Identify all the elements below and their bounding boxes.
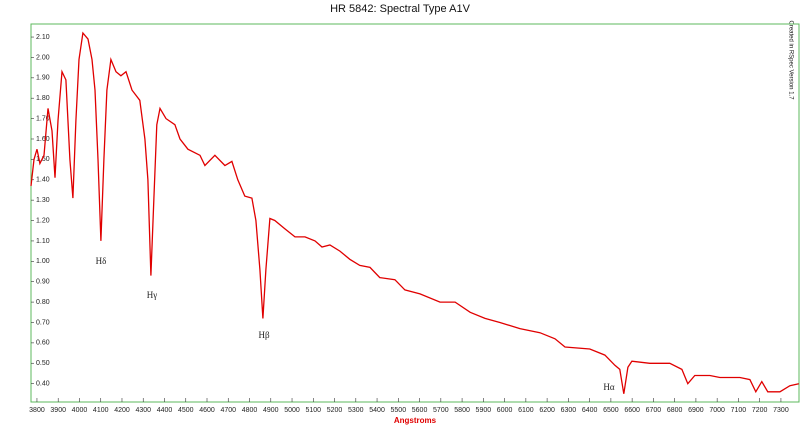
y-tick-label: 1.20 [36,217,50,224]
x-tick-label: 5400 [369,407,385,414]
x-tick-label: 4500 [178,407,194,414]
x-tick-label: 7100 [731,407,747,414]
x-tick-label: 7200 [752,407,768,414]
x-tick-label: 5000 [284,407,300,414]
y-tick-label: 0.60 [36,340,50,347]
line-annotation: Hα [603,382,614,392]
x-tick-label: 5700 [433,407,449,414]
y-tick-label: 1.00 [36,258,50,265]
x-tick-label: 4700 [220,407,236,414]
x-tick-label: 6700 [646,407,662,414]
y-tick-label: 1.60 [36,136,50,143]
x-tick-label: 6300 [561,407,577,414]
y-tick-label: 1.70 [36,115,50,122]
x-tick-label: 6800 [667,407,683,414]
x-tick-label: 6100 [518,407,534,414]
x-tick-label: 6900 [688,407,704,414]
x-tick-label: 5800 [454,407,470,414]
y-tick-label: 0.90 [36,279,50,286]
spectrum-line [30,31,799,394]
y-tick-label: 1.80 [36,95,50,102]
x-tick-label: 5600 [412,407,428,414]
x-tick-label: 5900 [476,407,492,414]
x-tick-label: 7000 [709,407,725,414]
line-annotation: Hδ [96,256,107,266]
x-tick-label: 6400 [582,407,598,414]
x-tick-label: 5200 [327,407,343,414]
x-tick-label: 3800 [29,407,45,414]
x-tick-label: 4000 [72,407,88,414]
x-tick-label: 7300 [773,407,789,414]
x-tick-label: 6000 [497,407,513,414]
y-tick-label: 2.00 [36,54,50,61]
x-tick-label: 5300 [348,407,364,414]
plot-frame [30,23,800,403]
x-tick-label: 3900 [50,407,66,414]
y-tick-label: 0.70 [36,319,50,326]
x-tick-label: 5500 [391,407,407,414]
line-annotation: Hβ [258,330,269,340]
x-tick-label: 6500 [603,407,619,414]
x-tick-label: 6600 [624,407,640,414]
y-tick-label: 1.40 [36,177,50,184]
y-tick-label: 0.50 [36,360,50,367]
line-annotation: Hγ [147,290,157,300]
x-tick-label: 6200 [539,407,555,414]
x-axis-label: Angstroms [394,416,437,425]
x-tick-label: 4600 [199,407,215,414]
x-tick-label: 4200 [114,407,130,414]
y-tick-label: 1.90 [36,75,50,82]
x-tick-label: 4300 [135,407,151,414]
x-tick-label: 4400 [157,407,173,414]
credit: Created in RSpec Version 1.7 [787,20,793,100]
y-tick-label: 1.10 [36,238,50,245]
x-tick-label: 5100 [305,407,321,414]
y-tick-label: 0.80 [36,299,50,306]
x-tick-label: 4100 [93,407,109,414]
y-tick-label: 2.10 [36,34,50,41]
x-tick-label: 4900 [263,407,279,414]
y-tick-label: 1.30 [36,197,50,204]
x-tick-label: 4800 [242,407,258,414]
y-tick-label: 1.50 [36,156,50,163]
y-tick-label: 0.40 [36,380,50,387]
chart-title: HR 5842: Spectral Type A1V [330,3,470,15]
